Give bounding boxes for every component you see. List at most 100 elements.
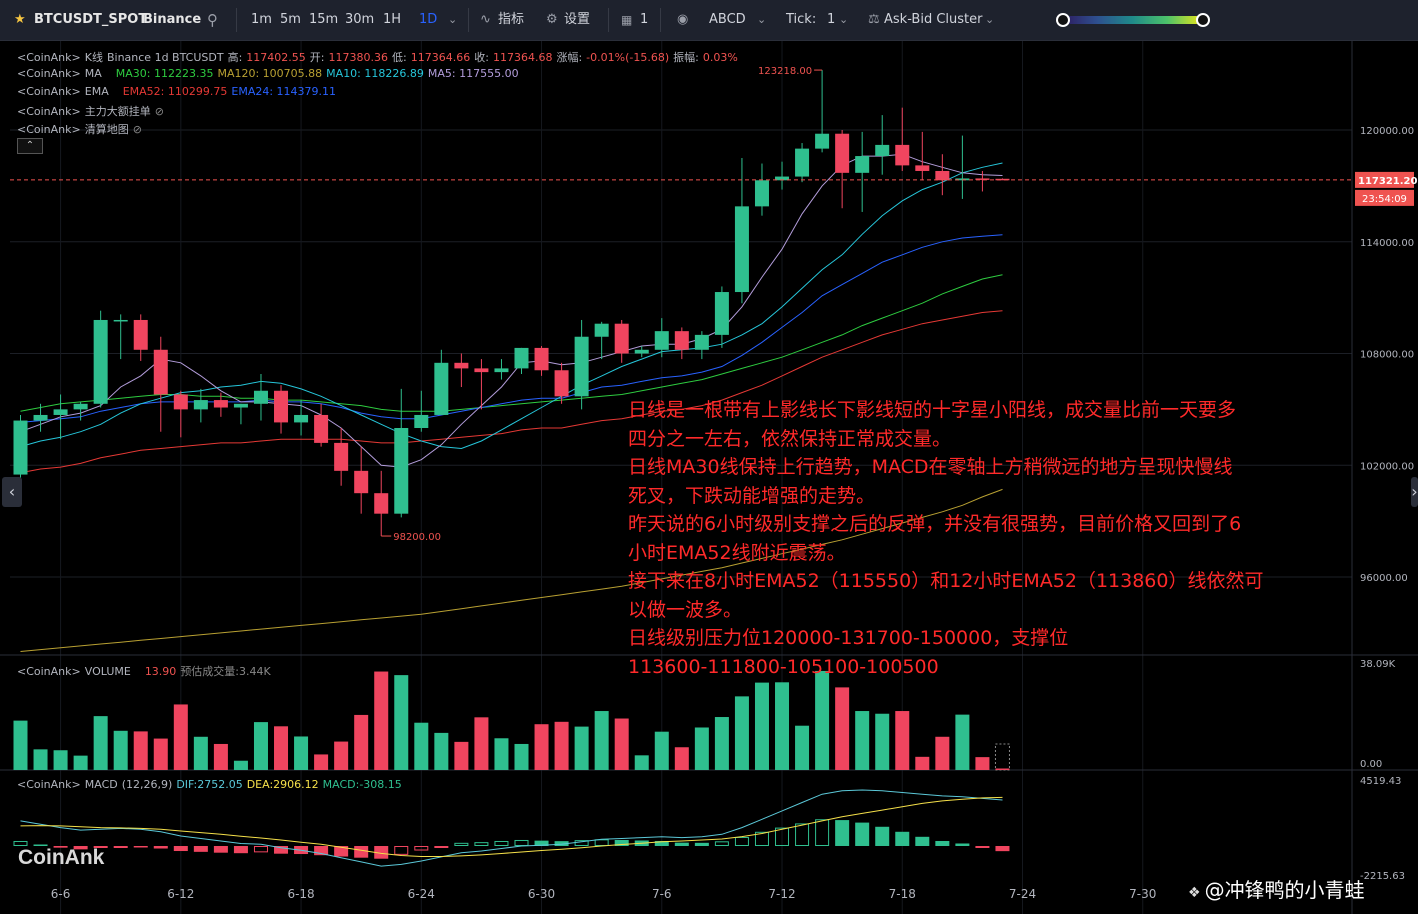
macd-histogram-bar	[434, 846, 449, 848]
author-logo-icon: ❖	[1188, 885, 1201, 901]
interval-15m[interactable]: 15m	[309, 12, 339, 27]
layout-count[interactable]: 1	[640, 12, 649, 27]
macd-histogram-bar	[93, 846, 108, 848]
settings-gear-icon[interactable]: ⚙	[546, 12, 558, 27]
interval-5m[interactable]: 5m	[280, 12, 301, 27]
macd-histogram-bar	[213, 846, 228, 853]
volume-bar	[434, 732, 449, 770]
volume-bar	[213, 743, 228, 770]
interval-chevron-down-icon[interactable]: ⌄	[448, 13, 458, 26]
annotation-line: 死叉，下跌动能增强的走势。	[628, 484, 876, 507]
candle-body	[93, 319, 108, 404]
macd-histogram-bar	[494, 840, 509, 846]
heatmap-range-slider[interactable]	[1062, 16, 1202, 24]
tick-chevron-down-icon[interactable]: ⌄	[839, 13, 849, 26]
macd-histogram-bar	[975, 846, 990, 848]
macd-histogram-bar	[253, 846, 268, 853]
macd-histogram-bar	[955, 843, 970, 846]
layout-grid-icon[interactable]: ▦	[621, 13, 633, 27]
macd-histogram-bar	[895, 831, 910, 846]
ma-legend: <CoinAnk> MA MA30: 112223.35 MA120: 100705.…	[17, 67, 519, 80]
candle-body	[534, 347, 549, 371]
low-marker-label: 98200.00	[393, 532, 441, 543]
candle-body	[634, 349, 649, 354]
exchange-name[interactable]: Binance	[143, 12, 202, 27]
candle-body	[955, 178, 970, 181]
candle-body	[13, 420, 28, 475]
ma120-line	[20, 488, 1003, 652]
candle-body	[314, 414, 329, 443]
interval-30m[interactable]: 30m	[345, 12, 375, 27]
macd-histogram-bar	[13, 840, 28, 846]
ma10-line	[20, 162, 1003, 450]
favorite-star-icon[interactable]: ★	[14, 12, 26, 27]
ema52-line	[20, 310, 1003, 474]
candle-body	[995, 178, 1010, 181]
scroll-right-button[interactable]: ›	[1411, 477, 1418, 507]
candle-body	[474, 368, 489, 373]
macd-histogram-bar	[795, 823, 810, 847]
macd-histogram-bar	[173, 846, 188, 852]
author-credit: ❖ @冲锋鸭的小青蛙	[1188, 878, 1365, 902]
volume-bar	[915, 756, 930, 770]
volume-bar	[33, 749, 48, 770]
abcd-chevron-down-icon[interactable]: ⌄	[757, 13, 767, 26]
price-chart[interactable]: 123218.00 98200.00 120000.00 114000.00 1080…	[0, 41, 1418, 914]
candle-body	[594, 323, 609, 337]
indicators-icon[interactable]: ∿	[480, 12, 491, 27]
slider-handle-left[interactable]	[1056, 13, 1070, 27]
annotation-line: 昨天说的6小时级别支撑之后的反弹，并没有很强势，目前价格又回到了6	[628, 513, 1242, 535]
slider-handle-right[interactable]	[1196, 13, 1210, 27]
settings-button[interactable]: 设置	[564, 12, 591, 27]
cluster-chevron-down-icon[interactable]: ⌄	[985, 13, 995, 26]
search-icon[interactable]: ⚲	[207, 11, 218, 29]
candle-body	[354, 470, 369, 494]
kline-legend: <CoinAnk> K线 Binance 1d BTCUSDT 高: 117402.55…	[17, 51, 738, 64]
macd-histogram-bar	[554, 841, 569, 846]
macd-histogram-bar	[835, 820, 850, 846]
volume-bar	[895, 711, 910, 770]
symbol-name[interactable]: BTCUSDT_SPOT	[34, 12, 148, 27]
interval-1m[interactable]: 1m	[251, 12, 272, 27]
date-axis-label: 7-6	[652, 887, 672, 901]
countdown-label: 23:54:09	[1362, 194, 1407, 205]
volume-bar	[314, 754, 329, 770]
macd-histogram-bar	[274, 846, 289, 854]
candle-body	[654, 331, 669, 350]
top-toolbar: ★ BTCUSDT_SPOT Binance ⚲ 1m 5m 15m 30m 1…	[0, 0, 1418, 41]
candle-body	[754, 180, 769, 207]
volume-axis-min: 0.00	[1360, 759, 1382, 770]
macd-histogram-bar	[474, 842, 489, 846]
candle-body	[775, 176, 790, 181]
volume-bar	[193, 736, 208, 770]
annotation-line: 四分之一左右，依然保持正常成交量。	[628, 427, 952, 450]
high-marker-label: 123218.00	[758, 66, 812, 77]
collapse-legend-button[interactable]: ⌃	[17, 138, 43, 154]
candle-body	[674, 331, 689, 350]
interval-1d[interactable]: 1D	[419, 12, 438, 27]
macd-histogram-bar	[53, 846, 68, 848]
candle-body	[334, 442, 349, 471]
tick-value[interactable]: 1	[827, 12, 836, 27]
abcd-button[interactable]: ABCD	[709, 12, 746, 27]
candle-body	[253, 390, 268, 404]
tick-label: Tick:	[786, 12, 817, 27]
macd-legend: <CoinAnk> MACD (12,26,9) DIF:2752.05 DEA:290…	[17, 778, 402, 791]
eye-icon[interactable]: ◉	[677, 12, 689, 27]
visibility-off-icon[interactable]: ⊘	[132, 123, 142, 136]
volume-bar	[795, 725, 810, 770]
candle-body	[614, 323, 629, 354]
indicators-button[interactable]: 指标	[498, 12, 525, 27]
scroll-left-button[interactable]: ‹	[2, 477, 22, 507]
volume-bar	[173, 704, 188, 770]
visibility-off-icon[interactable]: ⊘	[154, 105, 164, 118]
interval-1h[interactable]: 1H	[383, 12, 402, 27]
macd-histogram-bar	[714, 841, 729, 846]
toolbar-divider	[468, 8, 469, 32]
ema-legend: <CoinAnk> EMA EMA52: 110299.75 EMA24: 11437…	[17, 85, 337, 98]
cluster-dropdown[interactable]: Ask-Bid Cluster	[884, 12, 983, 27]
candle-body	[133, 319, 148, 350]
price-axis-label: 120000.00	[1360, 126, 1414, 137]
macd-histogram-bar	[374, 846, 389, 859]
volume-bar	[614, 718, 629, 770]
